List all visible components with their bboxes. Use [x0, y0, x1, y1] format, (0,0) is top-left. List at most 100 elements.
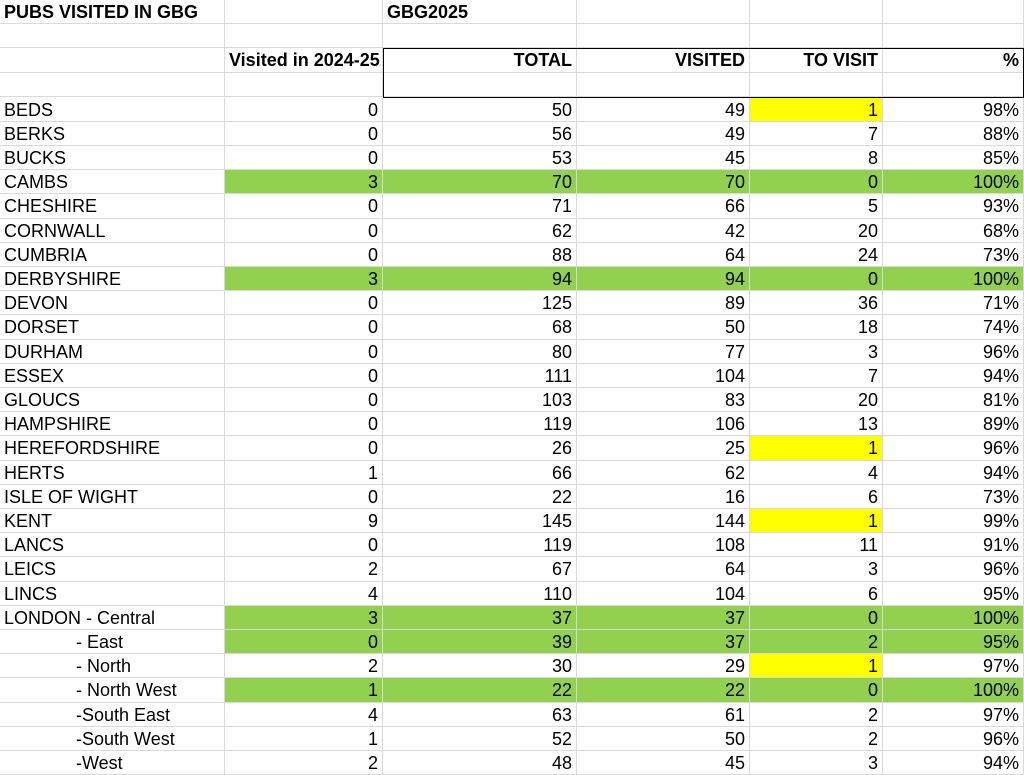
- row-name: -South East: [0, 702, 225, 727]
- empty-cell: [0, 72, 225, 97]
- value-cell: 68%: [883, 218, 1024, 243]
- value-cell: 3: [750, 557, 883, 582]
- value-cell: 96%: [883, 339, 1024, 364]
- value-cell: 13: [750, 412, 883, 437]
- value-cell: 9: [225, 509, 383, 534]
- empty-cell: [225, 72, 383, 97]
- value-cell: 68: [383, 315, 577, 340]
- value-cell: 97%: [883, 702, 1024, 727]
- empty-cell: [383, 24, 577, 49]
- value-cell: 2: [750, 630, 883, 655]
- row-name: HAMPSHIRE: [0, 412, 225, 437]
- value-cell: 96%: [883, 557, 1024, 582]
- value-cell: 119: [383, 412, 577, 437]
- value-cell: 71: [383, 194, 577, 219]
- value-cell: 1: [750, 654, 883, 679]
- row-name: - North West: [0, 678, 225, 703]
- value-cell: 110: [383, 581, 577, 606]
- value-cell: 103: [383, 388, 577, 413]
- value-cell: 95%: [883, 581, 1024, 606]
- empty-cell: [883, 24, 1024, 49]
- value-cell: 8: [750, 146, 883, 171]
- row-name: CORNWALL: [0, 218, 225, 243]
- column-header: TO VISIT: [750, 48, 883, 73]
- row-name: DORSET: [0, 315, 225, 340]
- row-name: BUCKS: [0, 146, 225, 171]
- value-cell: 48: [383, 751, 577, 775]
- value-cell: 49: [577, 121, 750, 146]
- row-name: HEREFORDSHIRE: [0, 436, 225, 461]
- value-cell: 7: [750, 121, 883, 146]
- value-cell: 1: [750, 509, 883, 534]
- row-name: ESSEX: [0, 363, 225, 388]
- value-cell: 104: [577, 581, 750, 606]
- value-cell: 94%: [883, 363, 1024, 388]
- value-cell: 6: [750, 484, 883, 509]
- empty-cell: [750, 72, 883, 97]
- value-cell: 91%: [883, 533, 1024, 558]
- row-name: DURHAM: [0, 339, 225, 364]
- value-cell: 22: [383, 678, 577, 703]
- value-cell: 111: [383, 363, 577, 388]
- value-cell: 94: [577, 267, 750, 292]
- value-cell: 63: [383, 702, 577, 727]
- value-cell: 37: [577, 605, 750, 630]
- value-cell: 77: [577, 339, 750, 364]
- value-cell: 145: [383, 509, 577, 534]
- value-cell: 1: [225, 460, 383, 485]
- row-name: -South West: [0, 726, 225, 751]
- column-header: TOTAL: [383, 48, 577, 73]
- value-cell: 0: [225, 630, 383, 655]
- row-name: CHESHIRE: [0, 194, 225, 219]
- value-cell: 88%: [883, 121, 1024, 146]
- empty-cell: [577, 0, 750, 25]
- value-cell: 100%: [883, 605, 1024, 630]
- value-cell: 88: [383, 242, 577, 267]
- value-cell: 49: [577, 97, 750, 122]
- row-name: - East: [0, 630, 225, 655]
- value-cell: 0: [225, 412, 383, 437]
- value-cell: 29: [577, 654, 750, 679]
- row-name: GLOUCS: [0, 388, 225, 413]
- value-cell: 22: [383, 484, 577, 509]
- value-cell: 99%: [883, 509, 1024, 534]
- value-cell: 2: [225, 654, 383, 679]
- row-name: LINCS: [0, 581, 225, 606]
- value-cell: 0: [225, 218, 383, 243]
- value-cell: 3: [750, 339, 883, 364]
- empty-cell: [0, 48, 225, 73]
- empty-cell: [225, 24, 383, 49]
- value-cell: 74%: [883, 315, 1024, 340]
- value-cell: 62: [383, 218, 577, 243]
- empty-cell: [225, 0, 383, 25]
- value-cell: 0: [750, 267, 883, 292]
- value-cell: 2: [225, 557, 383, 582]
- value-cell: 39: [383, 630, 577, 655]
- value-cell: 20: [750, 218, 883, 243]
- value-cell: 53: [383, 146, 577, 171]
- value-cell: 106: [577, 412, 750, 437]
- value-cell: 1: [225, 678, 383, 703]
- row-name: BEDS: [0, 97, 225, 122]
- value-cell: 3: [750, 751, 883, 775]
- row-name: CAMBS: [0, 170, 225, 195]
- value-cell: 2: [750, 726, 883, 751]
- column-header: Visited in 2024-25: [225, 48, 383, 73]
- value-cell: 73%: [883, 484, 1024, 509]
- value-cell: 56: [383, 121, 577, 146]
- row-name: LONDON - Central: [0, 605, 225, 630]
- value-cell: 0: [225, 339, 383, 364]
- value-cell: 104: [577, 363, 750, 388]
- empty-cell: [883, 0, 1024, 25]
- value-cell: 4: [225, 581, 383, 606]
- value-cell: 96%: [883, 726, 1024, 751]
- row-name: LEICS: [0, 557, 225, 582]
- value-cell: 20: [750, 388, 883, 413]
- value-cell: 64: [577, 242, 750, 267]
- value-cell: 89%: [883, 412, 1024, 437]
- value-cell: 125: [383, 291, 577, 316]
- value-cell: 61: [577, 702, 750, 727]
- value-cell: 1: [225, 726, 383, 751]
